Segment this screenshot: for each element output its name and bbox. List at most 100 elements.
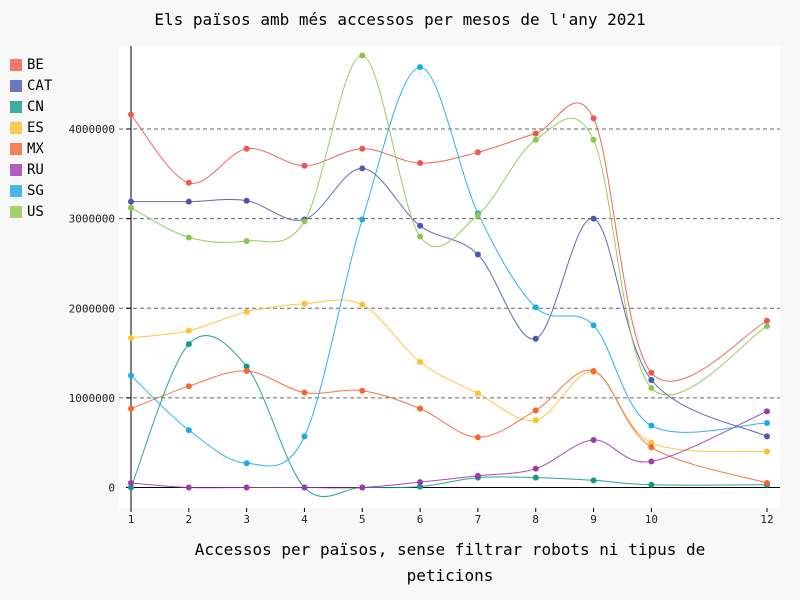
data-point-cat[interactable] xyxy=(532,335,539,342)
data-point-cn[interactable] xyxy=(185,341,192,348)
data-point-cn[interactable] xyxy=(417,483,424,490)
data-point-ru[interactable] xyxy=(185,484,192,491)
data-point-ru[interactable] xyxy=(359,484,366,491)
data-point-be[interactable] xyxy=(648,369,655,376)
data-point-us[interactable] xyxy=(301,218,308,225)
data-point-be[interactable] xyxy=(417,160,424,167)
data-point-mx[interactable] xyxy=(648,444,655,451)
data-point-es[interactable] xyxy=(243,308,250,315)
data-point-sg[interactable] xyxy=(301,433,308,440)
data-point-mx[interactable] xyxy=(590,367,597,374)
data-point-us[interactable] xyxy=(185,234,192,241)
data-point-cat[interactable] xyxy=(185,198,192,205)
data-point-be[interactable] xyxy=(590,115,597,122)
data-point-ru[interactable] xyxy=(648,458,655,465)
data-point-be[interactable] xyxy=(128,111,134,118)
data-point-es[interactable] xyxy=(532,417,539,424)
data-point-es[interactable] xyxy=(301,300,308,307)
data-point-es[interactable] xyxy=(764,448,770,455)
data-point-be[interactable] xyxy=(532,130,539,137)
data-point-be[interactable] xyxy=(764,317,770,324)
data-point-mx[interactable] xyxy=(764,480,770,487)
data-point-ru[interactable] xyxy=(590,436,597,443)
legend-item-cat[interactable]: CAT xyxy=(10,75,52,96)
data-point-us[interactable] xyxy=(243,238,250,245)
data-point-mx[interactable] xyxy=(301,389,308,396)
data-point-us[interactable] xyxy=(417,233,424,240)
data-point-mx[interactable] xyxy=(532,407,539,414)
x-tick-label: 1 xyxy=(128,513,135,526)
chart-title: Els països amb més accessos per mesos de… xyxy=(154,10,646,29)
data-point-mx[interactable] xyxy=(185,383,192,390)
data-point-cn[interactable] xyxy=(532,474,539,481)
data-point-be[interactable] xyxy=(474,149,481,156)
data-point-cat[interactable] xyxy=(648,376,655,383)
data-point-sg[interactable] xyxy=(590,322,597,329)
data-point-es[interactable] xyxy=(185,327,192,334)
data-point-sg[interactable] xyxy=(128,372,134,379)
data-point-be[interactable] xyxy=(243,145,250,152)
data-point-cat[interactable] xyxy=(243,197,250,204)
x-tick-label: 10 xyxy=(645,513,658,526)
data-point-us[interactable] xyxy=(764,323,770,330)
legend-swatch xyxy=(10,58,22,71)
data-point-us[interactable] xyxy=(532,136,539,143)
legend-item-es[interactable]: ES xyxy=(10,117,52,138)
data-point-cat[interactable] xyxy=(417,222,424,229)
data-point-cn[interactable] xyxy=(128,484,134,491)
data-point-cn[interactable] xyxy=(243,363,250,370)
data-point-sg[interactable] xyxy=(417,64,424,71)
legend-swatch xyxy=(10,205,22,218)
data-point-sg[interactable] xyxy=(359,216,366,223)
data-point-mx[interactable] xyxy=(359,387,366,394)
data-point-es[interactable] xyxy=(417,359,424,366)
legend-item-sg[interactable]: SG xyxy=(10,180,52,201)
data-point-be[interactable] xyxy=(185,179,192,186)
data-point-sg[interactable] xyxy=(532,304,539,311)
data-point-es[interactable] xyxy=(648,439,655,446)
data-point-sg[interactable] xyxy=(648,422,655,429)
data-point-mx[interactable] xyxy=(128,405,134,412)
data-point-es[interactable] xyxy=(359,301,366,308)
legend-label: BE xyxy=(27,56,44,73)
data-point-us[interactable] xyxy=(359,52,366,59)
data-point-be[interactable] xyxy=(301,162,308,169)
series-line-cn xyxy=(130,335,768,497)
data-point-ru[interactable] xyxy=(128,480,134,487)
data-point-cn[interactable] xyxy=(590,477,597,484)
legend-swatch xyxy=(10,184,22,197)
data-point-sg[interactable] xyxy=(185,427,192,434)
y-tick-label: 3000000 xyxy=(69,213,115,226)
data-point-es[interactable] xyxy=(474,390,481,397)
data-point-ru[interactable] xyxy=(764,408,770,415)
data-point-us[interactable] xyxy=(590,136,597,143)
data-point-us[interactable] xyxy=(128,204,134,211)
data-point-ru[interactable] xyxy=(301,484,308,491)
data-point-be[interactable] xyxy=(359,145,366,152)
data-point-us[interactable] xyxy=(648,385,655,392)
data-point-us[interactable] xyxy=(474,212,481,219)
legend-label: ES xyxy=(27,119,44,136)
data-point-cat[interactable] xyxy=(474,251,481,258)
legend-item-us[interactable]: US xyxy=(10,201,52,222)
legend-item-mx[interactable]: MX xyxy=(10,138,52,159)
legend-item-be[interactable]: BE xyxy=(10,54,52,75)
data-point-ru[interactable] xyxy=(474,472,481,479)
data-point-cat[interactable] xyxy=(359,165,366,172)
data-point-ru[interactable] xyxy=(532,465,539,472)
legend-item-cn[interactable]: CN xyxy=(10,96,52,117)
data-point-ru[interactable] xyxy=(243,484,250,491)
data-point-mx[interactable] xyxy=(417,405,424,412)
data-point-cn[interactable] xyxy=(648,481,655,488)
data-point-cat[interactable] xyxy=(590,215,597,222)
legend-item-ru[interactable]: RU xyxy=(10,159,52,180)
data-point-es[interactable] xyxy=(128,334,134,341)
data-point-cat[interactable] xyxy=(764,433,770,440)
data-point-sg[interactable] xyxy=(764,419,770,426)
data-point-mx[interactable] xyxy=(243,367,250,374)
data-point-cat[interactable] xyxy=(128,198,134,205)
data-point-ru[interactable] xyxy=(417,479,424,486)
data-point-mx[interactable] xyxy=(474,434,481,441)
legend-label: SG xyxy=(27,182,44,199)
data-point-sg[interactable] xyxy=(243,460,250,467)
